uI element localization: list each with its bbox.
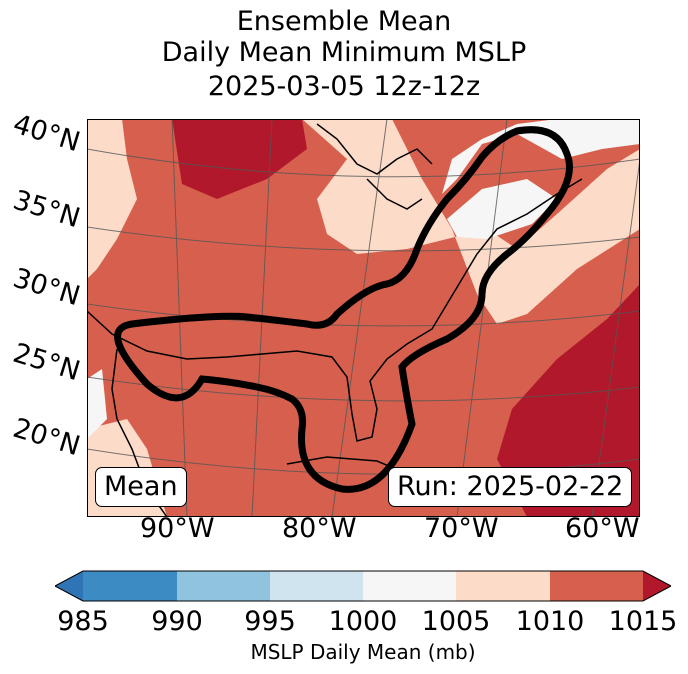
colorbar-seg-1000-1005: [363, 571, 456, 601]
field-995-1000-west: [87, 369, 107, 439]
lon-label-90w: 90°W: [140, 513, 215, 544]
title-line-2: Daily Mean Minimum MSLP: [161, 37, 527, 68]
run-date-box: Run: 2025-02-22: [388, 467, 633, 507]
colorbar-tick-990: 990: [151, 606, 203, 637]
field-1010-1015-north: [172, 119, 307, 199]
colorbar-tick-1000: 1000: [328, 606, 398, 637]
colorbar: [55, 570, 671, 602]
lon-label-70w: 70°W: [424, 513, 499, 544]
field-995-1000-north: [442, 119, 640, 194]
colorbar-extend-high: [643, 571, 671, 601]
colorbar-seg-985-990: [83, 571, 177, 601]
colorbar-label: MSLP Daily Mean (mb): [250, 640, 476, 664]
mean-label-box: Mean: [95, 467, 187, 507]
lon-label-80w: 80°W: [282, 513, 357, 544]
colorbar-seg-990-995: [177, 571, 270, 601]
lat-label-20: 20°N: [9, 412, 84, 463]
colorbar-tick-995: 995: [244, 606, 296, 637]
ensemble-contour: [114, 126, 573, 493]
lon-label-60w: 60°W: [565, 513, 640, 544]
pressure-map: [87, 119, 640, 517]
colorbar-tick-1005: 1005: [421, 606, 491, 637]
colorbar-seg-1010-1015: [550, 571, 643, 601]
lat-label-30: 30°N: [9, 262, 84, 313]
field-1000-1005-northeast: [302, 119, 640, 324]
lat-label-35: 35°N: [9, 184, 84, 235]
colorbar-tick-985: 985: [57, 606, 109, 637]
colorbar-tick-1010: 1010: [515, 606, 585, 637]
lat-label-40: 40°N: [9, 108, 84, 159]
field-995-1000-newengland: [447, 179, 557, 239]
colorbar-seg-995-1000: [270, 571, 363, 601]
field-1010-1015-atlantic: [497, 284, 640, 517]
title-line-3: 2025-03-05 12z-12z: [207, 71, 481, 102]
field-1000-1005-nw: [87, 119, 137, 279]
colorbar-tick-1015: 1015: [608, 606, 678, 637]
lat-label-25: 25°N: [9, 337, 84, 388]
title-line-1: Ensemble Mean: [236, 6, 452, 37]
colorbar-seg-1005-1010: [456, 571, 550, 601]
map-frame: [87, 119, 640, 517]
colorbar-extend-low: [55, 571, 83, 601]
colorbar-outline: [55, 570, 671, 602]
